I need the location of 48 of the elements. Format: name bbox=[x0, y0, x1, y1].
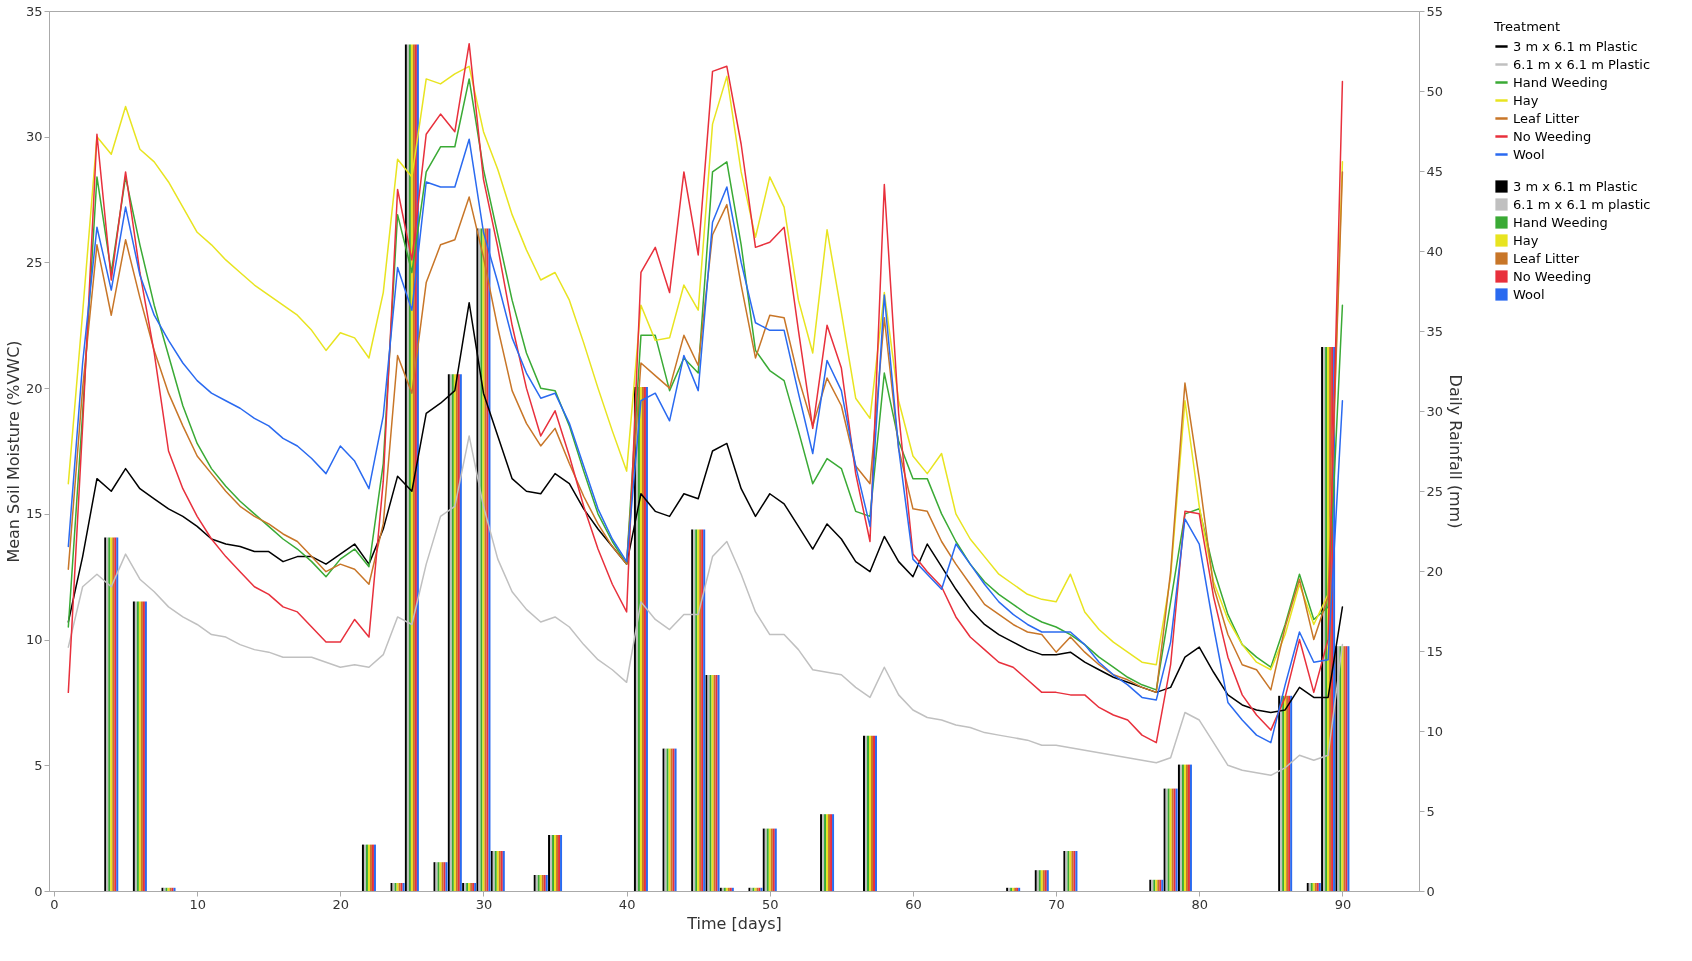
legend-label: No Weeding bbox=[1513, 128, 1592, 144]
legend-label: Hay bbox=[1513, 232, 1539, 248]
y-tick-label: 10 bbox=[25, 632, 43, 648]
y2-tick-label: 5 bbox=[1426, 803, 1435, 819]
x-tick-label: 80 bbox=[1191, 896, 1209, 912]
legend-label: Wool bbox=[1513, 286, 1545, 302]
x-tick-label: 60 bbox=[905, 896, 922, 912]
legend-label: Hand Weeding bbox=[1513, 74, 1608, 90]
y-tick-label: 20 bbox=[25, 380, 43, 396]
legend-label: 6.1 m x 6.1 m Plastic bbox=[1513, 56, 1651, 72]
y2-tick-label: 55 bbox=[1426, 3, 1444, 19]
legend-label: Leaf Litter bbox=[1513, 250, 1580, 266]
legend-label: Leaf Litter bbox=[1513, 110, 1580, 126]
legend-label: Wool bbox=[1513, 146, 1545, 162]
y-tick-label: 5 bbox=[34, 757, 43, 773]
y2-tick-label: 40 bbox=[1426, 243, 1444, 259]
x-axis-title: Time [days] bbox=[686, 913, 782, 933]
x-tick-label: 0 bbox=[50, 896, 59, 912]
x-tick-label: 70 bbox=[1048, 896, 1065, 912]
y-axis-title: Mean Soil Moisture (%VWC) bbox=[3, 340, 23, 563]
y2-tick-label: 15 bbox=[1426, 643, 1444, 659]
legend-label: 3 m x 6.1 m Plastic bbox=[1513, 38, 1638, 54]
y-tick-label: 30 bbox=[25, 129, 43, 145]
y-tick-label: 0 bbox=[34, 883, 43, 899]
y2-tick-label: 20 bbox=[1426, 563, 1444, 579]
legend-label: Hand Weeding bbox=[1513, 214, 1608, 230]
y-tick-label: 35 bbox=[25, 3, 43, 19]
y2-tick-label: 35 bbox=[1426, 323, 1444, 339]
y-tick-label: 15 bbox=[25, 506, 43, 522]
x-tick-label: 50 bbox=[762, 896, 779, 912]
legend-title: Treatment bbox=[1493, 19, 1561, 34]
legend-label: 6.1 m x 6.1 m plastic bbox=[1513, 196, 1651, 212]
legend-label: No Weeding bbox=[1513, 268, 1592, 284]
x-tick-label: 90 bbox=[1334, 896, 1352, 912]
y2-tick-label: 0 bbox=[1426, 883, 1435, 899]
y2-tick-label: 10 bbox=[1426, 723, 1444, 739]
y2-tick-label: 30 bbox=[1426, 403, 1444, 419]
x-tick-label: 20 bbox=[332, 896, 350, 912]
y2-axis-title: Daily Rainfall (mm) bbox=[1446, 374, 1466, 529]
y2-tick-label: 45 bbox=[1426, 163, 1444, 179]
legend-label: 3 m x 6.1 m Plastic bbox=[1513, 178, 1638, 194]
y-tick-label: 25 bbox=[25, 254, 43, 270]
x-tick-label: 40 bbox=[618, 896, 636, 912]
y2-tick-label: 25 bbox=[1426, 483, 1444, 499]
y2-tick-label: 50 bbox=[1426, 83, 1444, 99]
x-tick-label: 10 bbox=[189, 896, 206, 912]
x-tick-label: 30 bbox=[475, 896, 493, 912]
legend-label: Hay bbox=[1513, 92, 1539, 108]
